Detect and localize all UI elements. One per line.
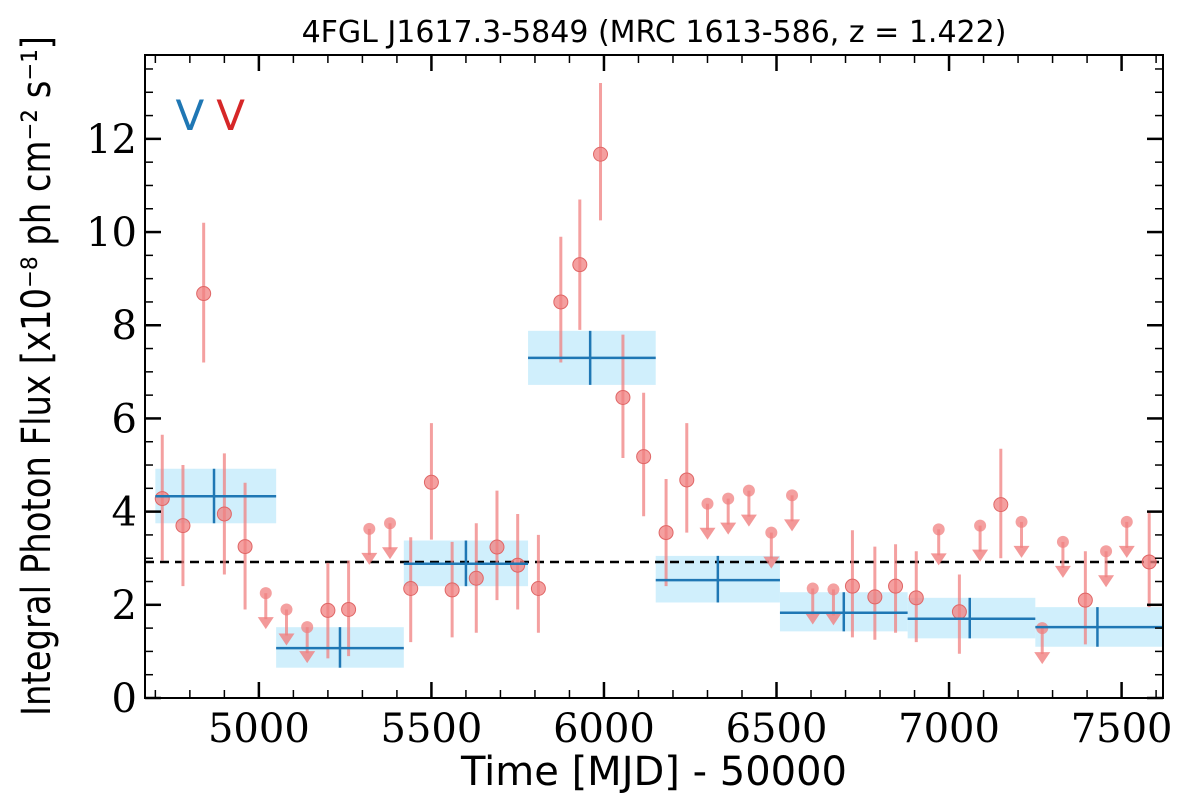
detection-point-10 — [468, 570, 484, 586]
upper-limit-arrow-12 — [930, 553, 947, 566]
upper-limit-point-12 — [932, 523, 945, 536]
detection-point-0 — [154, 491, 170, 507]
detection-point-16 — [593, 146, 609, 162]
upper-limit-arrow-16 — [1054, 565, 1071, 578]
upper-limit-arrow-4 — [382, 547, 399, 560]
detection-point-7 — [403, 581, 419, 597]
detection-point-18 — [636, 449, 652, 465]
detection-point-15 — [572, 257, 588, 273]
upper-limit-point-1 — [280, 603, 293, 616]
upper-limit-arrow-14 — [1013, 545, 1030, 558]
detection-point-21 — [844, 578, 860, 594]
upper-limit-arrow-7 — [740, 514, 757, 527]
upper-limit-point-5 — [701, 497, 714, 510]
upper-limit-arrow-17 — [1098, 575, 1115, 588]
upper-limit-arrow-13 — [972, 549, 989, 562]
detection-point-28 — [1141, 554, 1157, 570]
y-tick-label-6: 6 — [112, 396, 137, 442]
plot-frame — [144, 54, 1164, 699]
bayesian-blocks-layer — [155, 330, 1163, 668]
detection-point-24 — [908, 590, 924, 606]
upper-limit-point-0 — [259, 587, 272, 600]
y-tick-label-2: 2 — [112, 583, 137, 629]
detection-point-14 — [553, 294, 569, 310]
upper-limit-point-3 — [363, 522, 376, 535]
detection-point-2 — [196, 286, 212, 302]
upper-limit-point-11 — [827, 583, 840, 596]
v-marker-1: V — [216, 91, 245, 140]
x-tick-label-5500: 5500 — [381, 706, 483, 752]
upper-limit-arrow-10 — [804, 612, 821, 625]
y-tick-label-8: 8 — [112, 303, 137, 349]
tick-labels-layer: 5000 5500 6000 6500 7000 7500 0 2 4 6 8 10 12 — [86, 117, 1172, 752]
upper-limit-point-13 — [974, 519, 987, 532]
detection-point-22 — [867, 589, 883, 605]
upper-limit-arrow-6 — [720, 522, 737, 535]
upper-limit-point-4 — [384, 517, 397, 530]
y-tick-label-10: 10 — [86, 210, 137, 256]
upper-limit-point-2 — [301, 621, 314, 634]
upper-limit-point-7 — [742, 484, 755, 497]
detection-point-13 — [530, 581, 546, 597]
chart-title: 4FGL J1617.3-5849 (MRC 1613-586, z = 1.4… — [302, 15, 1007, 50]
upper-limit-arrow-18 — [1118, 545, 1135, 558]
axis-ticks-layer — [145, 55, 1163, 700]
y-tick-label-4: 4 — [112, 490, 137, 536]
detection-point-19 — [658, 525, 674, 541]
upper-limit-arrow-1 — [278, 633, 295, 646]
x-tick-label-5000: 5000 — [208, 706, 310, 752]
upper-limit-arrow-11 — [825, 613, 842, 626]
upper-limit-point-10 — [806, 582, 819, 595]
x-tick-label-6500: 6500 — [726, 706, 828, 752]
detection-point-8 — [423, 474, 439, 490]
upper-limit-point-6 — [722, 492, 735, 505]
upper-limit-point-16 — [1056, 535, 1069, 548]
upper-limit-point-17 — [1100, 545, 1113, 558]
y-tick-label-12: 12 — [86, 117, 137, 163]
block-lines-layer — [155, 330, 1163, 668]
detection-point-11 — [489, 539, 505, 555]
y-tick-label-0: 0 — [112, 676, 137, 722]
upper-limit-arrow-0 — [257, 617, 274, 630]
upper-limit-arrow-9 — [784, 519, 801, 532]
detection-point-25 — [951, 604, 967, 620]
upper-limit-arrow-3 — [361, 552, 378, 565]
upper-limit-arrow-2 — [299, 651, 316, 664]
detection-point-17 — [615, 389, 631, 405]
detection-point-3 — [216, 506, 232, 522]
upper-limit-arrow-15 — [1034, 652, 1051, 665]
upper-limit-point-14 — [1015, 515, 1028, 528]
y-axis-title: Integral Photon Flux [x10⁻⁸ ph cm⁻² s⁻¹] — [14, 36, 60, 716]
detection-point-23 — [888, 578, 904, 594]
x-tick-label-6000: 6000 — [553, 706, 655, 752]
upper-limit-arrow-5 — [699, 527, 716, 540]
upper-limit-arrow-8 — [763, 556, 780, 569]
detection-point-20 — [679, 472, 695, 488]
x-tick-label-7000: 7000 — [898, 706, 1000, 752]
x-axis-title: Time [MJD] - 50000 — [460, 749, 847, 795]
detection-point-6 — [341, 601, 357, 617]
detection-point-9 — [444, 582, 460, 598]
data-points-layer — [154, 82, 1157, 665]
detection-point-26 — [993, 497, 1009, 513]
detection-point-5 — [320, 602, 336, 618]
detection-point-27 — [1077, 592, 1093, 608]
upper-limit-point-9 — [786, 489, 799, 502]
v-marker-0: V — [175, 91, 204, 140]
x-tick-label-7500: 7500 — [1071, 706, 1173, 752]
upper-limit-point-18 — [1120, 515, 1133, 528]
detection-point-12 — [510, 557, 526, 573]
detection-point-4 — [237, 539, 253, 555]
upper-limit-point-8 — [765, 526, 778, 539]
detection-point-1 — [175, 518, 191, 534]
